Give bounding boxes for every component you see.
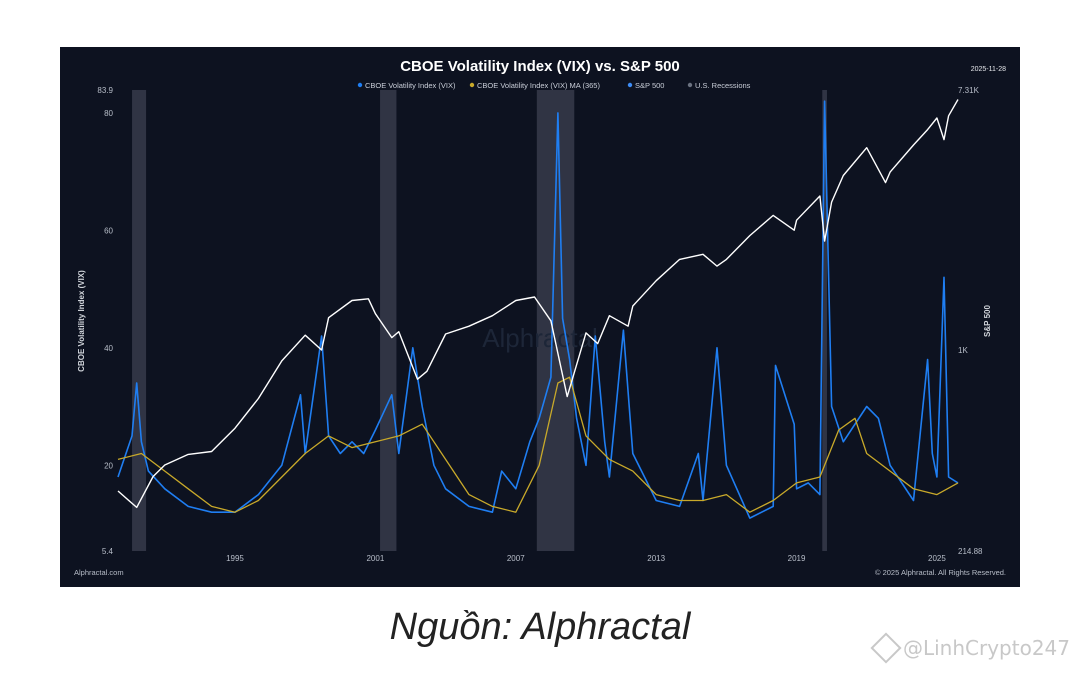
recession-band-3: [822, 90, 827, 551]
chart-svg: Alphractal CBOE Volatility Index (VIX) vs…: [74, 58, 1006, 577]
diamond-logo-icon: [870, 632, 902, 664]
x-tick-0: 1995: [226, 554, 244, 563]
y-left-tick-4: 20: [104, 461, 113, 470]
y-left-tick-2: 60: [104, 226, 113, 235]
x-tick-3: 2013: [647, 554, 665, 563]
legend-marker-3: [687, 82, 693, 88]
series-sp500-line: [117, 99, 959, 509]
author-watermark-text: @LinhCrypto247: [902, 636, 1070, 660]
y-left-label: CBOE Volatility Index (VIX): [77, 270, 86, 372]
y-left-tick-5: 5.4: [102, 547, 114, 556]
recession-band-1: [380, 90, 397, 551]
chart-title: CBOE Volatility Index (VIX) vs. S&P 500: [400, 58, 680, 75]
y-right-tick-2: 214.88: [958, 547, 983, 556]
legend-label-3: U.S. Recessions: [695, 81, 751, 90]
legend-marker-0: [357, 82, 363, 88]
chart-date: 2025-11-28: [971, 66, 1006, 73]
series-vix-ma-line: [117, 376, 959, 513]
legend-label-1: CBOE Volatility Index (VIX) MA (365): [477, 81, 600, 90]
logo-watermark: Alphractal: [482, 323, 598, 353]
recession-band-0: [132, 90, 147, 551]
footer-brand: Alphractal.com: [74, 568, 124, 577]
x-tick-2: 2007: [507, 554, 525, 563]
y-right-label: S&P 500: [983, 305, 992, 337]
x-tick-5: 2025: [928, 554, 946, 563]
y-left-tick-3: 40: [104, 344, 113, 353]
author-watermark: @LinhCrypto247: [870, 632, 1070, 664]
legend-label-0: CBOE Volatility Index (VIX): [365, 81, 456, 90]
y-left-tick-1: 80: [104, 109, 113, 118]
footer-copyright: © 2025 Alphractal. All Rights Reserved.: [875, 568, 1006, 577]
y-right-tick-0: 7.31K: [958, 86, 980, 95]
legend-marker-1: [469, 82, 475, 88]
legend-marker-2: [627, 82, 633, 88]
series-vix-line: [117, 100, 959, 519]
recession-band-2: [536, 90, 575, 551]
legend-label-2: S&P 500: [635, 81, 664, 90]
y-left-tick-0: 83.9: [97, 86, 113, 95]
source-caption: Nguồn: Alphractal: [389, 606, 691, 648]
x-tick-4: 2019: [788, 554, 806, 563]
y-right-tick-1: 1K: [958, 346, 968, 355]
chart-panel: Alphractal CBOE Volatility Index (VIX) vs…: [60, 47, 1020, 587]
x-tick-1: 2001: [366, 554, 384, 563]
